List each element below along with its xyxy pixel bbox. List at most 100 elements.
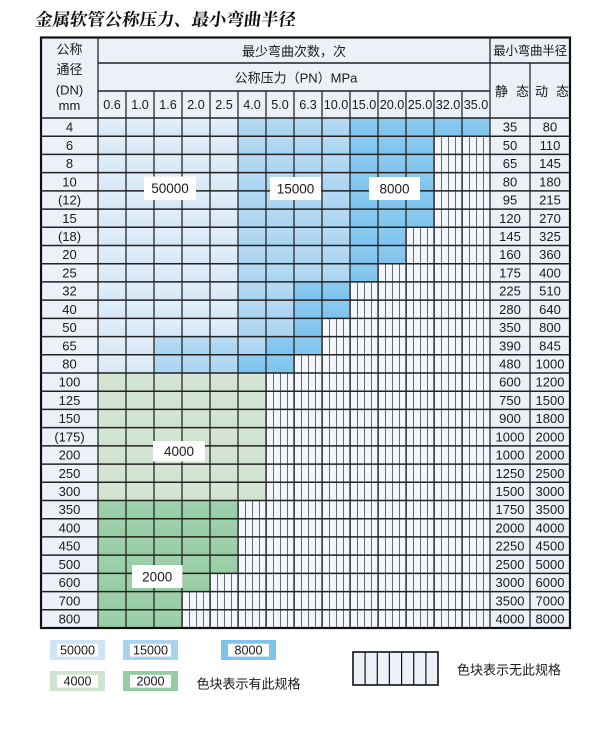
svg-text:845: 845 [539, 338, 561, 353]
svg-text:40: 40 [62, 302, 76, 317]
svg-text:150: 150 [59, 411, 81, 426]
svg-text:65: 65 [62, 338, 76, 353]
svg-text:400: 400 [539, 265, 561, 280]
svg-text:1200: 1200 [536, 375, 565, 390]
svg-text:1000: 1000 [496, 448, 525, 463]
svg-text:mm: mm [59, 98, 81, 113]
svg-text:2500: 2500 [496, 557, 525, 572]
svg-text:3000: 3000 [536, 484, 565, 499]
svg-text:动: 动 [535, 81, 548, 100]
svg-text:4000: 4000 [496, 612, 525, 627]
svg-text:20.0: 20.0 [380, 98, 405, 112]
svg-text:180: 180 [539, 174, 561, 189]
svg-text:6.3: 6.3 [299, 98, 317, 112]
svg-text:800: 800 [539, 320, 561, 335]
svg-text:态: 态 [516, 81, 529, 100]
svg-text:15.0: 15.0 [352, 98, 377, 112]
svg-text:160: 160 [499, 247, 521, 262]
svg-text:480: 480 [499, 357, 521, 372]
svg-text:640: 640 [539, 302, 561, 317]
svg-text:100: 100 [59, 375, 81, 390]
svg-text:1800: 1800 [536, 411, 565, 426]
svg-text:1000: 1000 [496, 429, 525, 444]
svg-text:32.0: 32.0 [436, 98, 461, 112]
svg-text:1.6: 1.6 [159, 98, 177, 112]
svg-text:80: 80 [62, 357, 76, 372]
svg-text:500: 500 [59, 557, 81, 572]
svg-text:510: 510 [539, 284, 561, 299]
svg-text:15000: 15000 [133, 644, 168, 658]
svg-text:1500: 1500 [496, 484, 525, 499]
svg-text:4500: 4500 [536, 539, 565, 554]
svg-text:1000: 1000 [536, 357, 565, 372]
svg-text:600: 600 [499, 375, 521, 390]
svg-text:5.0: 5.0 [271, 98, 289, 112]
svg-text:15: 15 [62, 211, 76, 226]
svg-text:2500: 2500 [536, 466, 565, 481]
svg-text:2000: 2000 [142, 569, 172, 584]
svg-text:8000: 8000 [379, 181, 409, 196]
svg-text:2250: 2250 [496, 539, 525, 554]
svg-text:390: 390 [499, 338, 521, 353]
svg-text:50000: 50000 [60, 644, 95, 658]
svg-text:750: 750 [499, 393, 521, 408]
svg-text:2.0: 2.0 [187, 98, 205, 112]
svg-text:80: 80 [543, 120, 557, 135]
svg-text:65: 65 [503, 156, 517, 171]
svg-text:95: 95 [503, 193, 517, 208]
svg-text:110: 110 [540, 138, 561, 153]
svg-text:4000: 4000 [63, 675, 91, 689]
svg-text:600: 600 [59, 575, 81, 590]
svg-text:3500: 3500 [496, 593, 525, 608]
svg-text:15000: 15000 [277, 181, 315, 196]
svg-text:2000: 2000 [536, 448, 565, 463]
svg-text:1500: 1500 [536, 393, 565, 408]
svg-text:1.0: 1.0 [131, 98, 149, 112]
svg-text:2000: 2000 [136, 675, 164, 689]
svg-text:145: 145 [499, 229, 521, 244]
svg-text:120: 120 [499, 211, 521, 226]
svg-text:态: 态 [556, 81, 569, 100]
svg-text:8000: 8000 [536, 612, 565, 627]
svg-text:360: 360 [539, 247, 561, 262]
svg-text:5000: 5000 [536, 557, 565, 572]
svg-text:通径: 通径 [56, 59, 82, 78]
svg-text:200: 200 [59, 448, 81, 463]
svg-text:3000: 3000 [496, 575, 525, 590]
svg-text:色块表示无此规格: 色块表示无此规格 [457, 660, 561, 679]
svg-text:2000: 2000 [496, 520, 525, 535]
svg-text:20: 20 [62, 247, 76, 262]
svg-text:3500: 3500 [536, 502, 565, 517]
svg-text:80: 80 [503, 174, 517, 189]
svg-text:175: 175 [499, 265, 521, 280]
svg-text:700: 700 [59, 593, 81, 608]
svg-text:8000: 8000 [234, 644, 262, 658]
svg-text:最少弯曲次数，次: 最少弯曲次数，次 [242, 41, 346, 60]
svg-text:4000: 4000 [164, 444, 194, 459]
svg-text:公称压力（PN）MPa: 公称压力（PN）MPa [235, 68, 359, 87]
svg-text:(175): (175) [54, 429, 84, 444]
svg-text:35.0: 35.0 [464, 98, 489, 112]
svg-text:4.0: 4.0 [243, 98, 261, 112]
svg-text:(18): (18) [58, 229, 81, 244]
svg-text:2000: 2000 [536, 429, 565, 444]
svg-text:50: 50 [62, 320, 76, 335]
svg-text:静: 静 [495, 81, 508, 100]
svg-text:1250: 1250 [496, 466, 525, 481]
svg-text:300: 300 [59, 484, 81, 499]
svg-text:450: 450 [59, 539, 81, 554]
svg-text:(DN): (DN) [56, 83, 83, 98]
svg-text:最小弯曲半径: 最小弯曲半径 [493, 40, 567, 59]
svg-text:(12): (12) [58, 193, 81, 208]
svg-text:公称: 公称 [56, 39, 82, 58]
svg-text:4000: 4000 [536, 520, 565, 535]
svg-text:35: 35 [503, 120, 517, 135]
svg-text:0.6: 0.6 [103, 98, 121, 112]
svg-text:50000: 50000 [151, 181, 189, 196]
svg-text:145: 145 [539, 156, 561, 171]
svg-text:50: 50 [503, 138, 517, 153]
svg-text:6000: 6000 [536, 575, 565, 590]
svg-text:1750: 1750 [496, 502, 525, 517]
svg-text:2.5: 2.5 [215, 98, 233, 112]
svg-text:350: 350 [59, 502, 81, 517]
